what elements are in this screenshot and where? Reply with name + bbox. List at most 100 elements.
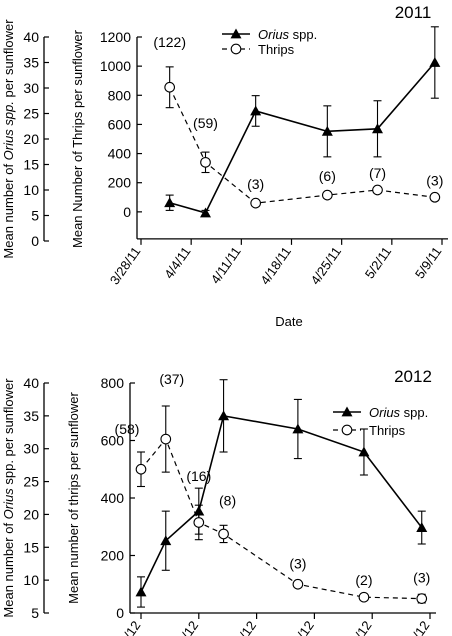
thrips-count-label: (3) [289, 555, 306, 571]
legend-orius-label: Orius spp. [258, 27, 317, 42]
thrips-count-label: (58) [115, 421, 140, 437]
thrips-y-tick-label: 800 [108, 87, 132, 103]
x-tick-label: 4/18/11 [257, 244, 294, 287]
thrips-count-label: (8) [219, 492, 236, 508]
x-tick-label: 5/2/11 [362, 244, 394, 281]
left-y-tick-label: 25 [23, 474, 39, 490]
year-label: 2012 [394, 367, 432, 386]
left-y-axis-title: Mean number of Orius spp. per sunflower [1, 19, 16, 259]
thrips-point [200, 156, 211, 168]
left-y-tick-label: 35 [23, 408, 39, 424]
thrips-point [429, 191, 441, 203]
x-tick-label: 4/9/12 [226, 618, 259, 636]
thrips-point [135, 463, 147, 475]
left-y-tick-label: 0 [31, 233, 39, 249]
left-y-tick-label: 5 [31, 605, 39, 621]
x-tick-label: 3/28/11 [107, 244, 144, 287]
chart-2012: 201251015202530354002004006008003/26/124… [1, 367, 436, 636]
orius-series-line [140, 414, 423, 593]
year-label: 2011 [395, 3, 432, 22]
x-tick-label: 4/25/11 [308, 244, 345, 287]
thrips-y-tick-label: 1000 [100, 58, 131, 74]
thrips-point [372, 184, 383, 196]
thrips-y-axis-title: Mean number of thrips per sunflower [66, 391, 81, 603]
orius-point [218, 410, 230, 421]
chart-2011: 2011051015202530354002004006008001000120… [1, 3, 448, 329]
thrips-y-tick-label: 0 [116, 605, 124, 621]
thrips-count-label: (37) [159, 371, 184, 387]
thrips-y-tick-label: 600 [101, 433, 125, 449]
x-tick-label: 3/26/12 [106, 618, 143, 636]
thrips-count-label: (2) [355, 572, 372, 588]
legend-orius-marker [341, 406, 353, 417]
thrips-y-tick-label: 200 [108, 175, 132, 191]
left-y-tick-label: 20 [23, 131, 39, 147]
x-tick-label: 4/30/12 [395, 618, 432, 636]
thrips-series-line [169, 87, 435, 204]
legend-orius-marker [230, 28, 242, 39]
left-y-tick-label: 35 [23, 55, 39, 71]
thrips-point [292, 578, 304, 590]
orius-point [200, 207, 211, 218]
left-y-tick-label: 30 [23, 80, 39, 96]
thrips-point [358, 591, 370, 603]
left-y-tick-label: 10 [23, 572, 39, 588]
orius-point [416, 522, 428, 532]
left-y-tick-label: 10 [23, 182, 39, 198]
thrips-series-line [140, 437, 422, 600]
orius-point [292, 423, 304, 434]
left-y-tick-label: 15 [23, 539, 39, 555]
orius-point [429, 57, 441, 67]
thrips-count-label: (122) [153, 34, 186, 50]
thrips-point [218, 528, 229, 540]
thrips-point [416, 593, 428, 604]
x-tick-label: 4/2/12 [168, 618, 201, 636]
thrips-count-label: (3) [413, 569, 430, 585]
thrips-count-label: (3) [426, 172, 443, 188]
thrips-y-tick-label: 600 [108, 116, 132, 132]
thrips-y-tick-label: 200 [101, 548, 125, 564]
orius-point [135, 586, 147, 597]
thrips-y-tick-label: 0 [123, 204, 131, 220]
left-y-tick-label: 15 [23, 157, 39, 173]
thrips-y-tick-label: 400 [108, 146, 132, 162]
thrips-point [250, 197, 262, 209]
left-y-axis-title: Mean number of Orius spp. per sunflower [1, 378, 16, 618]
x-tick-label: 4/11/11 [208, 244, 244, 287]
thrips-y-tick-label: 400 [101, 490, 125, 506]
x-tick-label: 4/16/12 [280, 618, 317, 636]
orius-series-line [169, 61, 436, 214]
x-tick-label: 5/9/11 [412, 244, 444, 281]
x-tick-label: 4/4/11 [161, 244, 193, 281]
orius-point [321, 125, 333, 136]
legend-thrips-label: Thrips [258, 42, 295, 57]
legend-thrips-marker [230, 43, 242, 55]
orius-point [164, 197, 176, 208]
legend-orius-label: Orius spp. [369, 405, 428, 420]
thrips-count-label: (59) [193, 115, 218, 131]
thrips-y-axis-title: Mean Number of Thrips per sunflower [70, 29, 85, 248]
thrips-count-label: (7) [369, 165, 386, 181]
left-y-tick-label: 25 [23, 106, 39, 122]
thrips-y-tick-label: 800 [101, 375, 125, 391]
x-axis-title: Date [275, 314, 302, 329]
left-y-tick-label: 30 [23, 441, 39, 457]
orius-point [250, 105, 262, 116]
left-y-tick-label: 40 [23, 375, 39, 391]
legend-thrips-label: Thrips [369, 423, 406, 438]
thrips-count-label: (6) [319, 168, 336, 184]
thrips-count-label: (3) [247, 176, 264, 192]
thrips-count-label: (16) [186, 468, 211, 484]
x-tick-label: 4/23/12 [337, 618, 374, 636]
orius-point [358, 446, 370, 457]
thrips-point [164, 81, 176, 93]
thrips-point [160, 433, 172, 445]
thrips-y-tick-label: 1200 [100, 29, 131, 45]
orius-point [160, 535, 172, 546]
thrips-point [193, 517, 205, 528]
left-y-tick-label: 20 [23, 506, 39, 522]
left-y-tick-label: 5 [31, 208, 39, 224]
orius-point [372, 123, 383, 134]
legend-thrips-marker [341, 424, 353, 436]
